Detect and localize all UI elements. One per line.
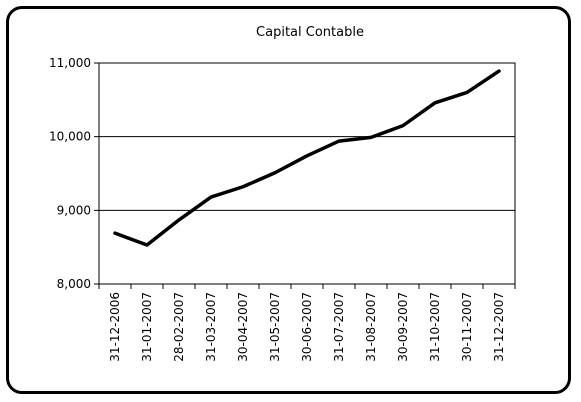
y-tick-label: 11,000 (49, 56, 91, 70)
y-axis-ticks: 8,000 9,000 10,000 11,000 (49, 56, 99, 291)
data-point (209, 195, 213, 199)
data-point (241, 185, 245, 189)
data-point (177, 218, 181, 222)
data-point (337, 139, 341, 143)
x-tick-label: 30-11-2007 (460, 292, 474, 362)
x-tick-label: 31-01-2007 (140, 292, 154, 362)
x-tick-label: 30-04-2007 (236, 292, 250, 362)
x-tick-label: 31-12-2006 (108, 292, 122, 362)
data-point (305, 154, 309, 158)
data-point (401, 124, 405, 128)
data-point (465, 90, 469, 94)
plot-area-border (98, 62, 516, 285)
data-point (497, 69, 501, 73)
data-point (369, 135, 373, 139)
y-tick-label: 9,000 (57, 203, 91, 217)
chart-title: Capital Contable (256, 25, 364, 40)
x-tick-label: 28-02-2007 (172, 292, 186, 362)
axes (98, 62, 516, 285)
x-tick-label: 30-09-2007 (396, 292, 410, 362)
x-tick-label: 31-05-2007 (268, 292, 282, 362)
gridlines (99, 62, 515, 211)
x-axis-ticks: 31-12-2006 31-01-2007 28-02-2007 31-03-2007… (98, 284, 516, 362)
data-point (273, 171, 277, 175)
x-tick-label: 31-12-2007 (492, 292, 506, 362)
series-layer (113, 69, 501, 247)
x-tick-label: 31-03-2007 (204, 292, 218, 362)
x-tick-label: 31-10-2007 (428, 292, 442, 362)
y-tick-label: 8,000 (57, 277, 91, 291)
x-tick-label: 31-07-2007 (332, 292, 346, 362)
chart-frame (6, 6, 571, 394)
data-point (145, 243, 149, 247)
y-tick-label: 10,000 (49, 130, 91, 144)
data-point (113, 231, 117, 235)
x-tick-label: 31-08-2007 (364, 292, 378, 362)
data-point (433, 101, 437, 105)
x-tick-label: 30-06-2007 (300, 292, 314, 362)
series-line (113, 69, 501, 247)
